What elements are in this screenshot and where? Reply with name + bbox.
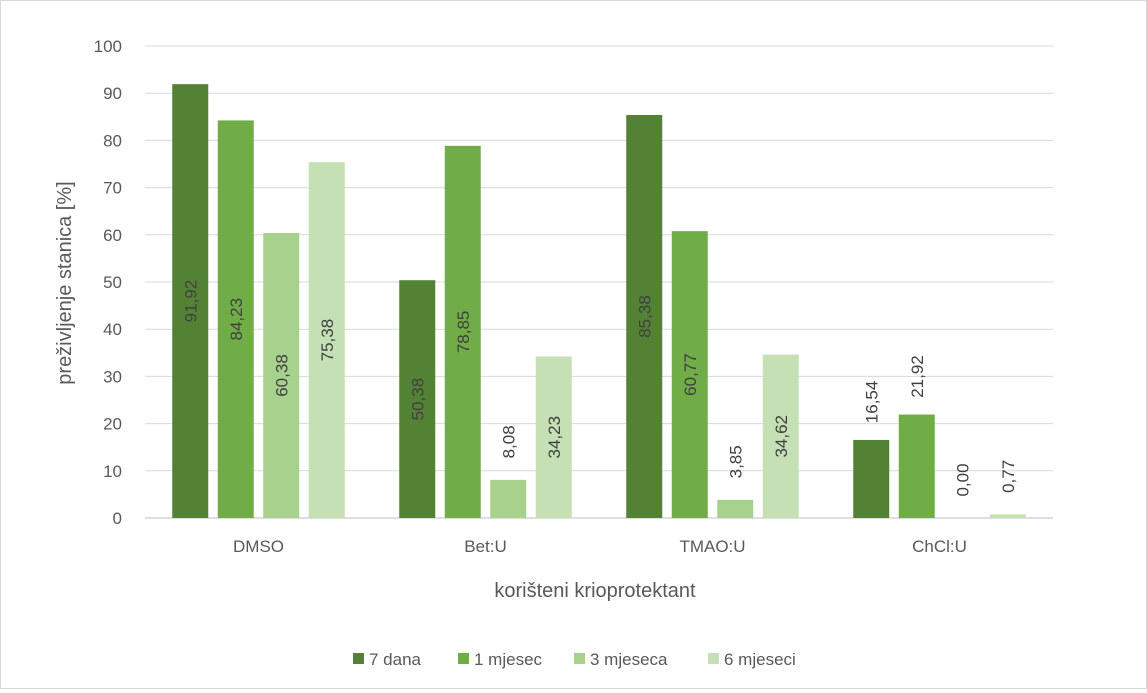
data-labels: 91,92 84,23 60,38 75,38 50,38 78,85 8,08 34,23 8… [181,280,1018,497]
legend-label: 1 mjesec [474,650,543,669]
bar [989,514,1026,518]
x-tick-label: Bet:U [464,537,507,556]
data-label: 85,38 [635,295,654,338]
data-label: 21,92 [908,355,927,398]
data-label: 8,08 [499,425,518,458]
bar [263,233,300,518]
x-axis-title: korišteni krioprotektant [494,580,696,602]
y-tick-label: 40 [103,320,122,339]
y-tick-label: 90 [103,84,122,103]
y-tick-label: 100 [94,37,122,56]
y-tick-label: 0 [113,509,122,528]
bars [172,84,1026,519]
bar [490,479,527,518]
y-tick-label: 80 [103,131,122,150]
bar [399,280,436,518]
bar [671,231,708,519]
data-label: 16,54 [862,381,881,424]
y-tick-label: 50 [103,273,122,292]
legend-label: 7 dana [369,650,422,669]
y-tick-label: 60 [103,226,122,245]
data-label: 75,38 [318,319,337,362]
data-label: 50,38 [408,378,427,421]
bar [898,414,935,518]
data-label: 34,23 [545,416,564,459]
legend-label: 3 mjeseca [590,650,668,669]
y-axis-title: preživljenje stanica [%] [54,181,76,384]
data-label: 0,00 [953,463,972,496]
x-tick-label: DMSO [233,537,284,556]
bar [717,499,754,518]
data-label: 60,77 [681,353,700,396]
data-label: 0,77 [999,460,1018,493]
legend-swatch [708,653,719,664]
data-label: 60,38 [272,354,291,397]
bar [172,84,209,518]
bar [626,115,663,518]
x-tick-labels: DMSO Bet:U TMAO:U ChCl:U [233,537,967,556]
y-tick-label: 30 [103,367,122,386]
bar [444,145,481,518]
bar [217,120,254,519]
bar [535,356,572,518]
y-tick-labels: 0 10 20 30 40 50 60 70 80 90 100 [94,37,122,528]
y-tick-label: 70 [103,179,122,198]
legend-label: 6 mjeseci [724,650,796,669]
x-tick-label: ChCl:U [912,537,967,556]
data-label: 34,62 [772,415,791,458]
y-tick-label: 20 [103,415,122,434]
data-label: 78,85 [454,311,473,354]
legend: 7 dana 1 mjesec 3 mjeseca 6 mjeseci [353,650,796,669]
data-label: 84,23 [227,298,246,341]
y-tick-label: 10 [103,462,122,481]
bar [762,354,799,518]
legend-swatch [458,653,469,664]
bar [308,162,345,518]
legend-swatch [574,653,585,664]
bar [853,439,890,518]
legend-swatch [353,653,364,664]
data-label: 91,92 [181,280,200,323]
data-label: 3,85 [726,445,745,478]
x-tick-label: TMAO:U [679,537,745,556]
